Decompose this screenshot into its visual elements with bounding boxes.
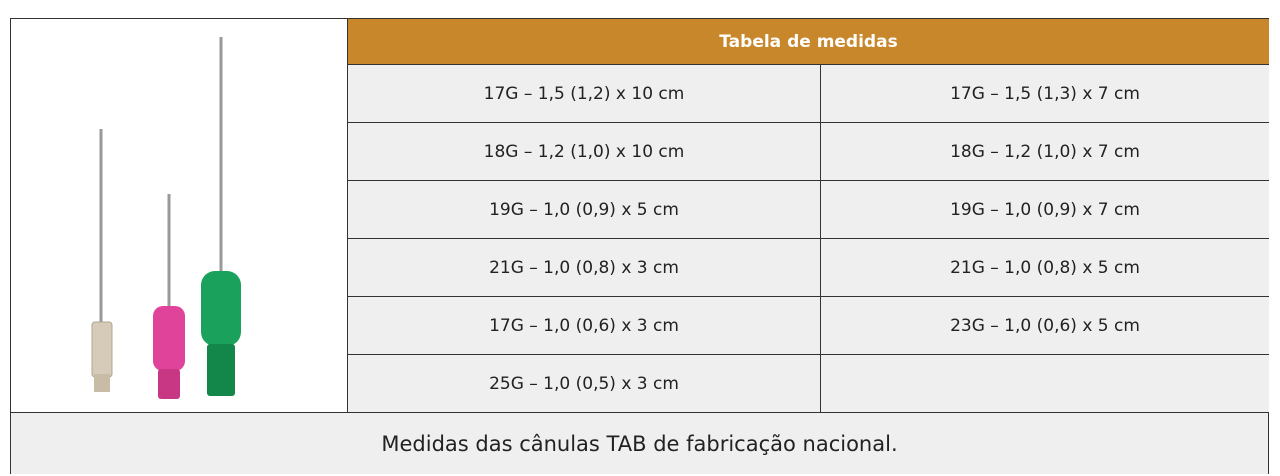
table-cell: 19G – 1,0 (0,9) x 5 cm [347,180,820,238]
table-cell: 19G – 1,0 (0,9) x 7 cm [820,180,1269,238]
table-cell: 25G – 1,0 (0,5) x 3 cm [347,354,820,412]
table-cell: 21G – 1,0 (0,8) x 5 cm [820,238,1269,296]
table-header: Tabela de medidas [347,19,1269,64]
table-cell: 23G – 1,0 (0,6) x 5 cm [820,296,1269,354]
table-cell: 17G – 1,5 (1,2) x 10 cm [347,64,820,122]
table-cell: 17G – 1,0 (0,6) x 3 cm [347,296,820,354]
table-cell [820,354,1269,412]
caption: Medidas das cânulas TAB de fabricação na… [11,412,1268,474]
table-cell: 21G – 1,0 (0,8) x 3 cm [347,238,820,296]
table-cell: 18G – 1,2 (1,0) x 7 cm [820,122,1269,180]
table-cell: 18G – 1,2 (1,0) x 10 cm [347,122,820,180]
measure-table: Tabela de medidas Medidas das cânulas TA… [10,18,1269,474]
table-cell: 17G – 1,5 (1,3) x 7 cm [820,64,1269,122]
cannula-image [91,37,241,399]
